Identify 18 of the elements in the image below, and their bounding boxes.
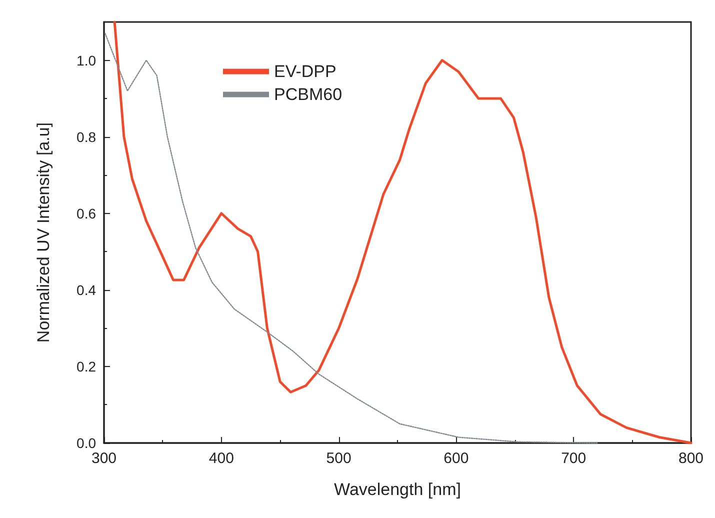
x-tick-label: 500: [326, 450, 352, 467]
legend-label: PCBM60: [274, 85, 342, 104]
x-tick-label: 700: [561, 450, 586, 467]
x-axis-title: Wavelength [nm]: [334, 480, 461, 499]
y-tick-label: 0.2: [76, 358, 96, 374]
y-tick-label: 0.8: [76, 128, 96, 145]
y-axis-title: Normalized UV Intensity [a.u]: [34, 122, 53, 343]
y-tick-label: 0.0: [76, 435, 96, 451]
x-tick-label: 600: [444, 450, 469, 467]
y-tick-label: 0.6: [76, 205, 96, 222]
line-series: [104, 32, 598, 444]
line-series: [113, 20, 692, 444]
x-tick-label: 300: [91, 450, 117, 467]
x-tick-label: 400: [208, 450, 234, 467]
y-tick-label: 0.4: [76, 282, 96, 298]
y-tick-label: 1.0: [76, 52, 96, 68]
x-tick-label: 800: [678, 450, 704, 467]
legend-label: EV-DPP: [274, 62, 336, 81]
